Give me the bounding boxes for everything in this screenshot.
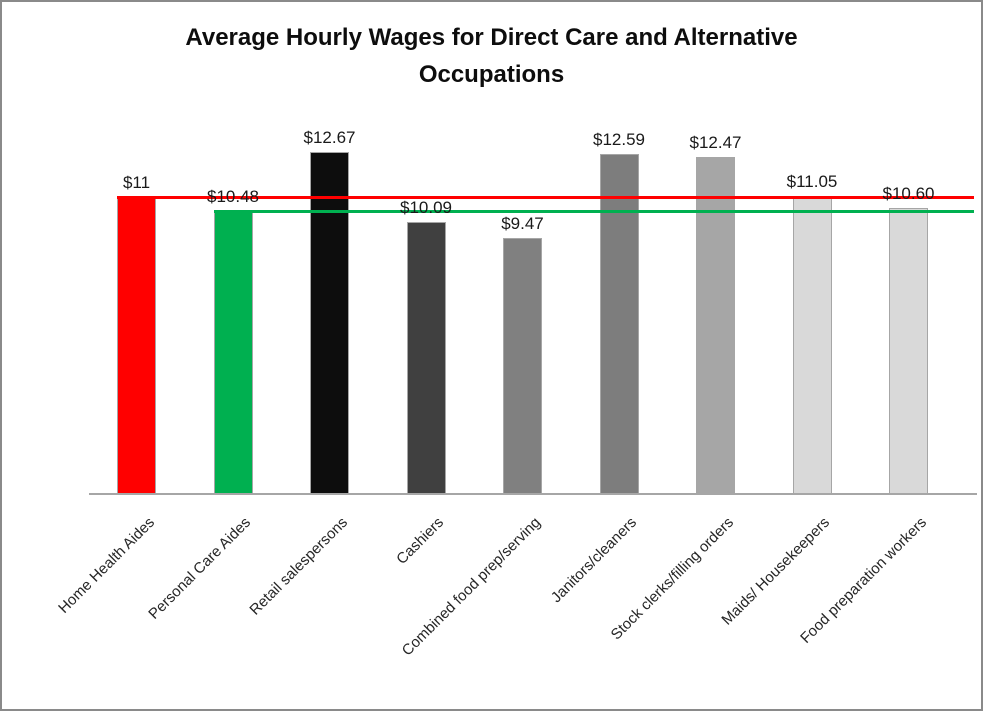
value-label-retail-salespersons: $12.67 (303, 128, 356, 147)
category-label-cashiers: Cashiers (393, 514, 448, 568)
chart-title: Average Hourly Wages for Direct Care and… (185, 24, 798, 88)
bar-combined-food-prep-serving (503, 238, 542, 494)
value-label-food-preparation-workers: $10.60 (882, 184, 935, 203)
bar-maids-housekeepers (792, 196, 832, 494)
category-label-janitors-cleaners: Janitors/cleaners (547, 514, 641, 607)
value-label-janitors-cleaners: $12.59 (593, 130, 645, 149)
category-label-personal-care-aides: Personal Care Aides (145, 514, 255, 623)
value-label-combined-food-prep-serving: $9.47 (501, 214, 544, 233)
category-label-retail-salespersons: Retail salespersons (245, 514, 351, 619)
personal-care-aides-wage-level-line (213, 210, 974, 213)
bar-retail-salespersons (310, 152, 349, 494)
bar-personal-care-aides (213, 211, 253, 494)
bar-cashiers (406, 222, 446, 494)
home-health-aides-wage-level-line (117, 196, 974, 199)
value-label-home-health-aides: $11 (122, 173, 151, 192)
x-axis-line (89, 493, 977, 495)
category-label-stock-clerks-filling-orders: Stock clerks/filling orders (607, 514, 737, 644)
value-label-maids-housekeepers: $11.05 (786, 172, 838, 191)
value-label-cashiers: $10.09 (400, 198, 452, 217)
bar-stock-clerks-filling-orders (696, 157, 735, 494)
category-label-maids-housekeepers: Maids/ Housekeepers (718, 514, 834, 629)
bar-food-preparation-workers (889, 208, 928, 494)
category-label-food-preparation-workers: Food preparation workers (796, 514, 930, 647)
bar-home-health-aides (117, 197, 156, 494)
value-label-personal-care-aides: $10.48 (207, 187, 259, 206)
bar-janitors-cleaners (599, 154, 639, 494)
category-label-combined-food-prep-serving: Combined food prep/serving (398, 514, 544, 660)
value-label-stock-clerks-filling-orders: $12.47 (689, 133, 742, 152)
